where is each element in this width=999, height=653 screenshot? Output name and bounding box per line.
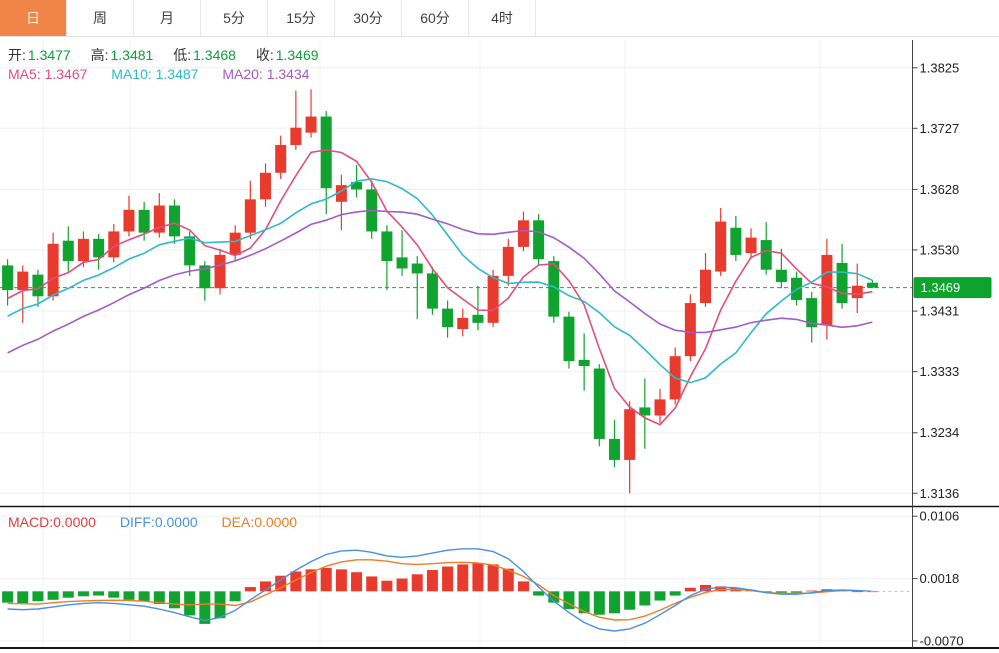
axis-tick-label: 1.3530 [920,242,960,257]
axis-tick-label: 1.3727 [920,121,960,136]
tab-30min[interactable]: 30分 [335,0,402,36]
high-label: 高: [90,47,109,63]
tab-day[interactable]: 日 [0,0,67,36]
dea-value: DEA:0.0000 [221,514,298,530]
axis-tick-label: 1.3825 [920,60,960,75]
axis-tick-label: 1.3431 [920,304,960,319]
ma-header: MA5: 1.3467 MA10: 1.3487 MA20: 1.3434 [8,66,330,82]
ma5-line [7,149,873,426]
timeframe-tabbar: 日 周 月 5分 15分 30分 60分 4时 [0,0,999,37]
low-label: 低: [173,47,192,63]
diff-line [7,548,873,632]
open-label: 开: [8,47,26,63]
high-value: 1.3481 [110,47,154,63]
current-price-pill: 1.3469 [913,277,992,299]
macd-histogram [2,562,878,624]
ma10-line [7,177,873,384]
separators [0,505,999,649]
macd-axis: 0.0106 0.0018 -0.0070 [912,509,964,648]
tabbar-filler [536,0,999,36]
diff-value: DIFF:0.0000 [119,514,198,530]
tab-5min[interactable]: 5分 [201,0,268,36]
axis-tick-label: 1.3333 [920,364,960,379]
tab-15min[interactable]: 15分 [268,0,335,36]
ma5-value: MA5: 1.3467 [8,66,88,82]
dea-line [7,559,873,621]
axis-tick-label: -0.0070 [920,633,964,648]
open-value: 1.3477 [27,47,71,63]
ohlc-header: 开: 1.3477 高: 1.3481 低: 1.3468 收: 1.3469 [8,45,335,65]
axis-tick-label: 0.0018 [920,571,960,586]
tab-month[interactable]: 月 [134,0,201,36]
close-label: 收: [255,47,274,63]
tab-60min[interactable]: 60分 [402,0,469,36]
macd-value: MACD:0.0000 [8,514,96,530]
axis-tick-label: 1.3628 [920,182,960,197]
grid-layer [0,40,913,648]
chart-canvas[interactable]: 1.3825 1.3727 1.3628 1.3530 1.3431 1.3333 1.32… [0,37,999,653]
axis-tick-label: 0.0106 [920,509,960,524]
axis-tick-label: 1.3136 [920,486,960,501]
axis-tick-label: 1.3234 [920,425,960,440]
chart-area: 1.3825 1.3727 1.3628 1.3530 1.3431 1.3333 1.32… [0,37,999,653]
current-price-label: 1.3469 [921,280,961,295]
macd-header: MACD:0.0000 DIFF:0.0000 DEA:0.0000 [8,514,317,530]
close-value: 1.3469 [275,47,319,63]
price-axis: 1.3825 1.3727 1.3628 1.3530 1.3431 1.3333 1.32… [912,40,960,648]
low-value: 1.3468 [193,47,236,63]
ma20-line [7,209,873,354]
tab-week[interactable]: 周 [67,0,134,36]
ma20-value: MA20: 1.3434 [222,66,310,82]
tab-4hour[interactable]: 4时 [469,0,536,36]
ma10-value: MA10: 1.3487 [111,66,199,82]
